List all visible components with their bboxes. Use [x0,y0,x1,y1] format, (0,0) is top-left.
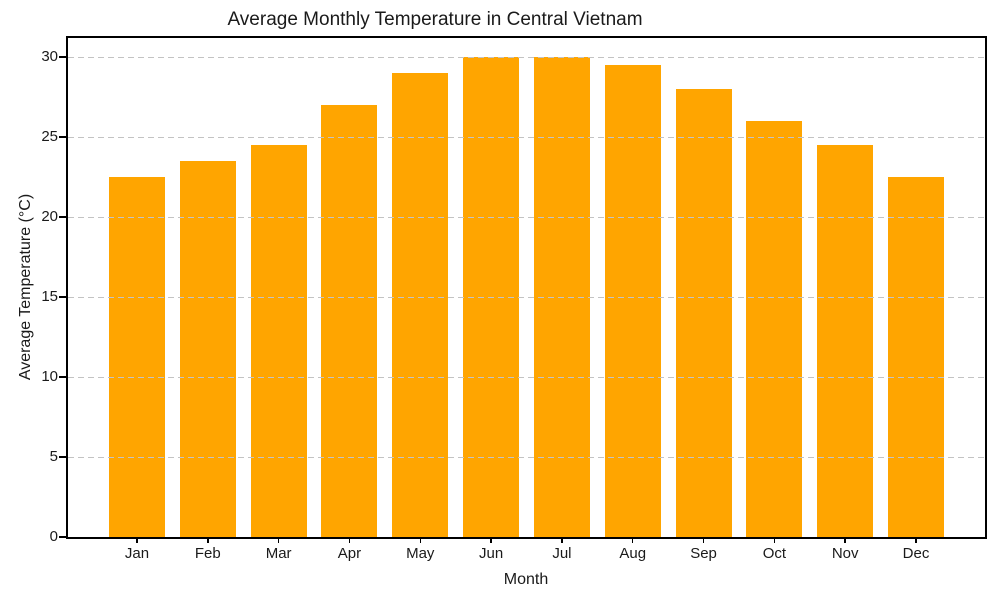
y-tick-mark-30 [59,56,66,58]
y-tick-label-5: 5 [49,448,58,465]
bar-may [392,73,449,537]
x-tick-label-dec: Dec [902,545,930,562]
x-tick-mark-may [419,537,422,543]
y-tick-mark-10 [59,376,66,378]
y-tick-label-30: 30 [41,48,58,65]
x-tick-mark-jan [136,537,138,543]
bar-jul [533,57,590,537]
x-tick-mark-mar [277,537,280,543]
bar-jun [463,57,520,537]
x-tick-label-aug: Aug [619,545,647,562]
y-tick-label-10: 10 [41,368,58,385]
x-tick-mark-jul [561,537,563,543]
x-tick-label-mar: Mar [265,545,292,562]
bar-sep [675,89,732,537]
y-tick-label-15: 15 [41,288,58,305]
bar-feb [179,161,236,537]
x-tick-label-apr: Apr [337,545,362,562]
x-tick-label-nov: Nov [831,545,859,562]
chart-title: Average Monthly Temperature in Central V… [227,9,643,30]
plot-area [66,36,987,539]
x-tick-label-may: May [406,545,435,562]
y-tick-mark-5 [59,456,66,458]
x-tick-mark-nov [844,537,846,543]
bar-nov [817,145,874,537]
x-tick-mark-feb [207,537,209,543]
bar-mar [250,145,307,537]
x-tick-label-feb: Feb [194,545,221,562]
y-tick-label-0: 0 [49,528,58,545]
x-tick-label-sep: Sep [690,545,717,562]
y-tick-mark-15 [59,296,66,298]
x-tick-label-jun: Jun [479,545,504,562]
y-tick-mark-0 [59,536,66,538]
bar-apr [321,105,378,537]
x-tick-mark-apr [348,537,351,543]
bar-dec [888,177,945,537]
bars-layer [68,38,985,537]
y-tick-label-20: 20 [41,208,58,225]
y-tick-mark-20 [59,216,66,218]
x-tick-mark-jun [490,537,492,543]
x-tick-mark-dec [915,537,917,543]
x-tick-label-jul: Jul [552,545,572,562]
bar-aug [604,65,661,537]
bar-oct [746,121,803,537]
bar-jan [109,177,165,537]
x-tick-label-oct: Oct [762,545,787,562]
x-tick-label-jan: Jan [124,545,150,562]
x-tick-mark-aug [631,537,634,543]
y-tick-mark-25 [59,136,66,138]
y-tick-label-25: 25 [41,128,58,145]
x-axis-label: Month [503,571,549,588]
x-tick-mark-sep [702,537,705,543]
x-tick-mark-oct [773,537,776,543]
